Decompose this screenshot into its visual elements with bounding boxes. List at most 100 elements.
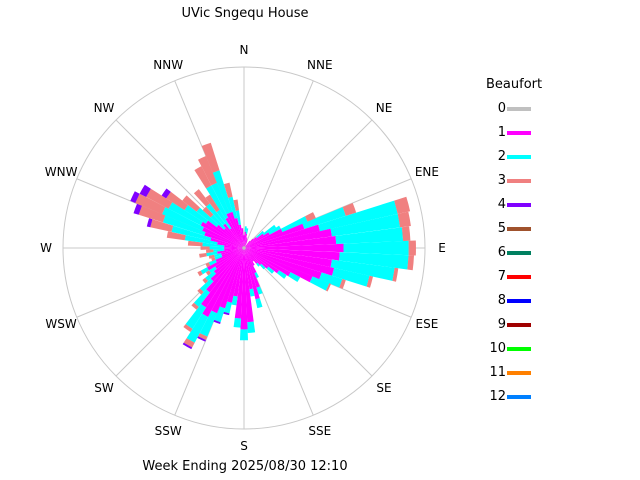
legend-item: 2 — [478, 148, 548, 172]
rose-bar-segment — [182, 342, 193, 350]
rose-bar-segment — [244, 246, 246, 248]
rose-bar-segment — [245, 237, 257, 247]
rose-bar-segment — [244, 233, 248, 247]
rose-bar-segment — [245, 232, 270, 248]
rose-bar-segment — [244, 246, 245, 248]
rose-bar-segment — [244, 248, 245, 250]
rose-bar-segment — [242, 247, 244, 248]
chart-title: UVic Sngequ House — [181, 6, 309, 21]
rose-bar-segment — [161, 188, 171, 199]
rose-bar-segment — [244, 249, 257, 274]
legend-item: 12 — [478, 388, 548, 412]
legend-swatch — [507, 347, 531, 351]
rose-bar-segment — [206, 203, 226, 226]
rose-bar-segment — [242, 248, 244, 250]
legend-label: 7 — [497, 269, 506, 284]
rose-bar-segment — [254, 272, 259, 279]
rose-bar-segment — [245, 228, 283, 248]
rose-bar-segment — [242, 246, 244, 248]
rose-bar-segment — [255, 298, 263, 309]
rose-bar-segment — [244, 246, 245, 248]
rose-bar-segment — [242, 247, 244, 248]
rose-bar-segment — [205, 220, 243, 247]
rose-bar-segment — [234, 249, 244, 319]
rose-bar-segment — [223, 182, 233, 198]
rose-bar-segment — [207, 248, 243, 271]
legend-label: 6 — [497, 245, 506, 260]
rose-bar-segment — [168, 202, 203, 226]
rose-bar-segment — [213, 249, 243, 274]
rose-bar-segment — [205, 270, 211, 276]
rose-bar-segment — [249, 288, 255, 297]
legend-title: Beaufort — [486, 77, 543, 92]
rose-bar-segment — [206, 251, 218, 257]
direction-label: NNE — [307, 58, 333, 72]
rose-bar-segment — [330, 259, 395, 281]
rose-bar-segment — [244, 246, 246, 248]
rose-bar-segment — [138, 205, 166, 223]
rose-bar-segment — [146, 218, 153, 228]
rose-bar-segment — [208, 259, 217, 266]
rose-bar-segment — [216, 224, 243, 247]
rose-bar-segment — [245, 224, 320, 248]
rose-bar-segment — [392, 267, 399, 282]
rose-bar-segment — [335, 227, 404, 244]
legend-label: 2 — [497, 149, 506, 164]
legend-item: 10 — [478, 340, 548, 364]
rose-bar-segment — [242, 246, 244, 248]
rose-bar-segment — [197, 270, 203, 277]
legend-item: 7 — [478, 268, 548, 292]
rose-bar-segment — [191, 302, 199, 310]
rose-bar-segment — [233, 318, 241, 328]
rose-bar-segment — [245, 249, 280, 274]
legend: 0 1 2 3 4 5 6 7 8 9 10 11 12 — [478, 100, 548, 412]
legend-item: 0 — [478, 100, 548, 124]
rose-bar-segment — [245, 248, 332, 268]
rose-bar-segment — [244, 249, 255, 266]
rose-bar-segment — [182, 195, 200, 212]
legend-item: 11 — [478, 364, 548, 388]
legend-label: 8 — [497, 293, 506, 308]
rose-bar-segment — [202, 227, 243, 248]
legend-swatch — [507, 131, 531, 135]
rose-bar-segment — [339, 252, 409, 270]
rose-bar-segment — [185, 304, 207, 329]
rose-bar-segment — [231, 295, 238, 306]
rose-bar-segment — [343, 240, 409, 256]
rose-bar-segment — [162, 207, 204, 231]
rose-bar-segment — [162, 215, 206, 236]
rose-bar-segment — [223, 311, 230, 316]
rose-bar-segment — [224, 247, 243, 249]
rose-bar-segment — [202, 277, 208, 284]
rose-bar-segment — [243, 246, 244, 248]
rose-bar-segment — [242, 248, 244, 249]
rose-bar-segment — [216, 209, 232, 230]
rose-bar-segment — [247, 321, 256, 333]
rose-bar-segment — [205, 194, 220, 213]
rose-bar-segment — [245, 248, 340, 261]
rose-bar-segment — [210, 237, 243, 248]
direction-label: NNW — [153, 58, 183, 72]
rose-bar-segment — [244, 231, 247, 247]
legend-item: 6 — [478, 244, 548, 268]
rose-bar-segment — [224, 248, 243, 251]
rose-bar-segment — [202, 206, 214, 218]
rose-bar-segment — [219, 249, 244, 309]
rose-bar-segment — [146, 188, 173, 209]
rose-bar-segment — [302, 207, 346, 229]
legend-label: 9 — [497, 317, 506, 332]
rose-bar-segment — [202, 249, 244, 317]
rose-bar-segment — [244, 246, 245, 248]
rose-bar-segment — [197, 336, 206, 342]
legend-label: 0 — [497, 101, 506, 116]
direction-label: WNW — [45, 165, 78, 179]
rose-bar-segment — [205, 262, 211, 268]
rose-bar-segment — [217, 242, 243, 248]
legend-item: 8 — [478, 292, 548, 316]
rose-bar-segment — [244, 248, 246, 249]
rose-spoke — [243, 80, 314, 249]
rose-bar-segment — [242, 246, 244, 248]
direction-label: ESE — [416, 317, 439, 331]
rose-bar-segment — [184, 205, 209, 224]
direction-label: N — [240, 43, 249, 57]
